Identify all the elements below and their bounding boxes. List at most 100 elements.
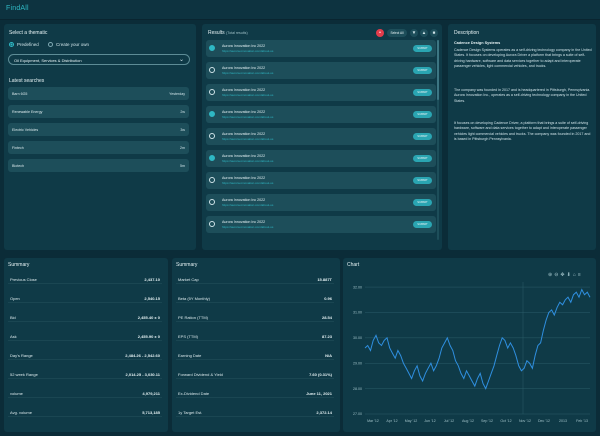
result-url[interactable]: https://aurora-innovation.com/about-us xyxy=(222,93,274,97)
x-tick-label: Feb '13 xyxy=(576,419,588,423)
result-action-button[interactable]: SUBMIT xyxy=(413,198,432,206)
summary-key: Day's Range xyxy=(10,352,33,358)
zoom-out-icon[interactable]: ⊖ xyxy=(554,272,559,278)
x-tick-label: May '12 xyxy=(405,419,417,423)
results-scrollbar[interactable] xyxy=(437,40,439,240)
summary-key: Forward Dividend & Yield xyxy=(178,371,223,377)
checkbox-icon[interactable] xyxy=(209,45,215,51)
scroll-thumb[interactable] xyxy=(437,40,439,100)
summary-key: 52 week Range xyxy=(10,371,38,377)
home-icon[interactable]: ⌂ xyxy=(572,272,576,278)
result-name: Aurora Innovation Inc 2022 xyxy=(222,219,266,224)
result-url[interactable]: https://aurora-innovation.com/about-us xyxy=(222,203,274,207)
pan-icon[interactable]: ✥ xyxy=(560,272,565,278)
result-item[interactable]: Aurora Innovation Inc 2022 https://aurora… xyxy=(206,106,436,123)
delete-icon[interactable]: • xyxy=(376,29,384,37)
summary-title: Summary xyxy=(8,262,30,268)
result-item[interactable]: Aurora Innovation Inc 2022 https://aurora… xyxy=(206,128,436,145)
result-name: Aurora Innovation Inc 2022 xyxy=(222,43,266,48)
summary-key: Bid xyxy=(10,314,16,320)
search-label: Electric Vehicles xyxy=(12,127,39,132)
upload-icon[interactable]: ▲ xyxy=(420,29,428,37)
result-item[interactable]: Aurora Innovation Inc 2022 https://aurora… xyxy=(206,194,436,211)
radio-create-own[interactable]: Create your own xyxy=(48,42,89,47)
search-row[interactable]: Biotech 5m xyxy=(8,159,189,172)
x-tick-label: Oct '12 xyxy=(500,419,511,423)
checkbox-icon[interactable] xyxy=(209,67,215,73)
thematic-panel: Select a thematic Predefined Create your… xyxy=(4,24,196,250)
checkbox-icon[interactable] xyxy=(209,133,215,139)
company-name: Cadence Design Systems xyxy=(454,41,501,45)
summary-key: Ask xyxy=(10,333,17,339)
summary-key: Previous Close xyxy=(10,276,37,282)
checkbox-icon[interactable] xyxy=(209,111,215,117)
result-url[interactable]: https://aurora-innovation.com/about-us xyxy=(222,49,274,53)
summary-value: 2,014.25 - 3,030.11 xyxy=(125,371,160,377)
filter-icon[interactable]: ▼ xyxy=(410,29,418,37)
result-action-button[interactable]: SUBMIT xyxy=(413,66,432,74)
menu-icon[interactable]: ≡ xyxy=(577,272,581,278)
result-url[interactable]: https://aurora-innovation.com/about-us xyxy=(222,115,274,119)
search-row[interactable]: Barn 6G5 Yesterday xyxy=(8,87,189,100)
select-all-button[interactable]: Select All xyxy=(387,29,407,37)
search-time: 3w xyxy=(180,127,185,132)
thematic-select[interactable]: Oil Equipment, Services & Distribution ⌄ xyxy=(8,54,190,65)
summary-row: Earning Date N/A xyxy=(176,349,334,360)
result-url[interactable]: https://aurora-innovation.com/about-us xyxy=(222,159,274,163)
search-label: Biotech xyxy=(12,163,24,168)
result-action-button[interactable]: SUBMIT xyxy=(413,154,432,162)
summary-title: Summary xyxy=(176,262,198,268)
result-action-button[interactable]: SUBMIT xyxy=(413,132,432,140)
result-item[interactable]: Aurora Innovation Inc 2022 https://aurora… xyxy=(206,84,436,101)
result-item[interactable]: Aurora Innovation Inc 2022 https://aurora… xyxy=(206,62,436,79)
checkbox-icon[interactable] xyxy=(209,89,215,95)
checkbox-icon[interactable] xyxy=(209,221,215,227)
result-action-button[interactable]: SUBMIT xyxy=(413,88,432,96)
summary-value: 2,455.40 x 0 xyxy=(137,314,160,320)
result-action-button[interactable]: SUBMIT xyxy=(413,220,432,228)
summary-key: Earning Date xyxy=(178,352,202,358)
radio-label: Create your own xyxy=(56,42,90,47)
result-url[interactable]: https://aurora-innovation.com/about-us xyxy=(222,225,274,229)
result-name: Aurora Innovation Inc 2022 xyxy=(222,175,266,180)
result-url[interactable]: https://aurora-innovation.com/about-us xyxy=(222,71,274,75)
checkbox-icon[interactable] xyxy=(209,177,215,183)
checkbox-icon[interactable] xyxy=(209,199,215,205)
summary-row: Market Cap 15.887T xyxy=(176,273,334,284)
radio-predefined[interactable]: Predefined xyxy=(9,42,39,47)
result-item[interactable]: Aurora Innovation Inc 2022 https://aurora… xyxy=(206,216,436,233)
results-count: (Total results) xyxy=(226,31,248,35)
results-label: Results xyxy=(208,30,225,36)
result-item[interactable]: Aurora Innovation Inc 2022 https://aurora… xyxy=(206,150,436,167)
result-action-button[interactable]: SUBMIT xyxy=(413,44,432,52)
download-icon[interactable]: ⬇ xyxy=(566,272,571,278)
summary-value: 2,484.26 - 2,542.60 xyxy=(125,352,160,358)
result-action-button[interactable]: SUBMIT xyxy=(413,176,432,184)
zoom-in-icon[interactable]: ⊕ xyxy=(548,272,553,278)
price-chart[interactable]: 27.00 28.00 29.00 30.00 31.00 32.00 Mar '12 Apr… xyxy=(343,258,596,432)
radio-dot-icon xyxy=(9,42,14,47)
x-tick-label: Mar '12 xyxy=(367,419,379,423)
x-tick-label: Nov '12 xyxy=(519,419,531,423)
result-name: Aurora Innovation Inc 2022 xyxy=(222,65,266,70)
app-logo[interactable]: FindAll xyxy=(6,5,29,12)
search-row[interactable]: Renewable Energy 2w xyxy=(8,105,189,118)
result-url[interactable]: https://aurora-innovation.com/about-us xyxy=(222,181,274,185)
result-item[interactable]: Aurora Innovation Inc 2022 https://aurora… xyxy=(206,172,436,189)
result-item[interactable]: Aurora Innovation Inc 2022 https://aurora… xyxy=(206,40,436,57)
summary-value: June 11, 2021 xyxy=(306,390,332,396)
chart-toolbar: ⊕ ⊖ ✥ ⬇ ⌂ ≡ xyxy=(548,272,594,279)
summary-row: 52 week Range 2,014.25 - 3,030.11 xyxy=(8,368,162,379)
result-action-button[interactable]: SUBMIT xyxy=(413,110,432,118)
result-url[interactable]: https://aurora-innovation.com/about-us xyxy=(222,137,274,141)
trash-icon[interactable]: ■ xyxy=(430,29,438,37)
summary-row: PE Ration (TTM) 28.54 xyxy=(176,311,334,322)
summary-row: Previous Close 2,437.10 xyxy=(8,273,162,284)
summary-row: Forward Dividend & Yield 7.60 (0.31%) xyxy=(176,368,334,379)
summary-row: Ask 2,455.90 x 0 xyxy=(8,330,162,341)
search-row[interactable]: Electric Vehicles 3w xyxy=(8,123,189,136)
search-row[interactable]: Fintech 2m xyxy=(8,141,189,154)
x-tick-label: Jun '12 xyxy=(424,419,435,423)
checkbox-icon[interactable] xyxy=(209,155,215,161)
search-label: Barn 6G5 xyxy=(12,91,28,96)
